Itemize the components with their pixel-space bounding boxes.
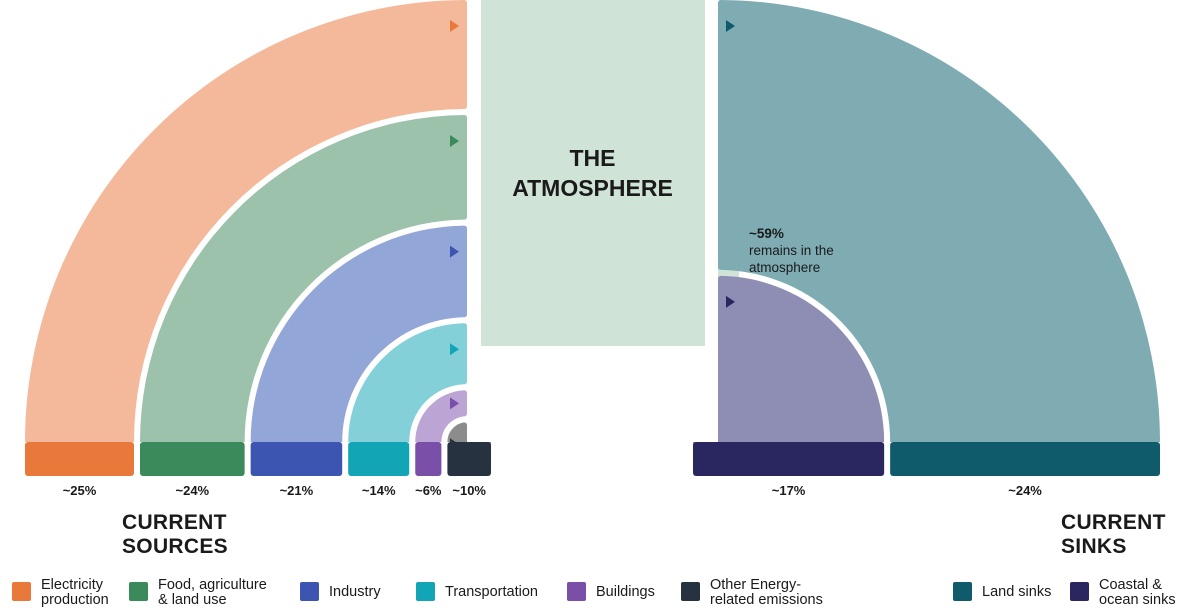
legend-swatch	[300, 582, 319, 601]
legend-item-other-energy: Other Energy-related emissions	[681, 578, 823, 608]
percent-land-sinks: ~24%	[1008, 483, 1042, 498]
legend-label: Electricity production	[41, 577, 109, 608]
legend-item-industry: Industry	[300, 578, 381, 601]
percent-coastal: ~17%	[771, 483, 806, 498]
band-transportation	[348, 323, 467, 442]
arrow-buildings	[450, 397, 459, 410]
arrow-other-energy	[450, 438, 459, 451]
percent-food-agriculture: ~24%	[175, 483, 210, 498]
band-electricity	[25, 0, 467, 442]
arrow-electricity	[450, 20, 459, 32]
band-cap-other-energy	[447, 442, 491, 476]
atmosphere-title: THE ATMOSPHERE	[512, 145, 673, 201]
band-food-agriculture	[140, 115, 467, 442]
legend-item-buildings: Buildings	[567, 578, 655, 601]
legend-swatch	[416, 582, 435, 601]
legend-swatch	[953, 582, 972, 601]
band-cap-buildings	[415, 442, 442, 476]
legend-label: Buildings	[596, 584, 655, 600]
legend-label: Other Energy-related emissions	[710, 577, 823, 608]
band-cap-transportation	[348, 442, 410, 476]
legend-swatch	[681, 582, 700, 601]
arrow-industry	[450, 245, 459, 258]
arrow-land-sinks	[726, 20, 735, 32]
legend-item-transportation: Transportation	[416, 578, 538, 601]
remains-percent: ~59%	[749, 226, 784, 241]
percent-industry: ~21%	[279, 483, 314, 498]
arrow-coastal	[726, 295, 735, 308]
atmosphere-box	[481, 0, 705, 346]
remains-note: ~59% remains in the atmosphere	[749, 225, 889, 276]
percent-buildings: ~6%	[415, 483, 442, 498]
remains-text-2: atmosphere	[749, 260, 821, 275]
legend-item-coastal: Coastal & ocean sinks	[1070, 578, 1176, 608]
legend-label: Coastal & ocean sinks	[1099, 577, 1176, 608]
legend-label: Industry	[329, 584, 381, 600]
legend-label: Food, agriculture & land use	[158, 577, 267, 608]
legend-swatch	[12, 582, 31, 601]
remains-text-1: remains in the	[749, 243, 834, 258]
legend-label: Land sinks	[982, 584, 1052, 600]
sources-heading: CURRENT SOURCES	[122, 511, 228, 558]
band-cap-electricity	[25, 442, 134, 476]
percent-other-energy: ~10%	[452, 483, 486, 498]
legend-item-food-agriculture: Food, agriculture & land use	[129, 578, 267, 608]
band-industry	[250, 225, 467, 442]
legend-item-land-sinks: Land sinks	[953, 578, 1051, 601]
percent-transportation: ~14%	[361, 483, 396, 498]
legend-label: Transportation	[445, 584, 538, 600]
legend-swatch	[1070, 582, 1089, 601]
band-cap-food-agriculture	[140, 442, 245, 476]
arrow-food-agriculture	[450, 135, 459, 147]
band-coastal	[692, 275, 885, 468]
legend-swatch	[129, 582, 148, 601]
legend-swatch	[567, 582, 586, 601]
band-land-sinks	[718, 0, 1161, 442]
band-cap-land-sinks	[890, 442, 1160, 476]
sinks-heading: CURRENT SINKS	[1061, 511, 1166, 558]
band-cap-industry	[250, 442, 343, 476]
legend-item-electricity: Electricity production	[12, 578, 109, 608]
band-cap-coastal	[693, 442, 885, 476]
arrow-transportation	[450, 343, 459, 356]
percent-electricity: ~25%	[62, 483, 97, 498]
